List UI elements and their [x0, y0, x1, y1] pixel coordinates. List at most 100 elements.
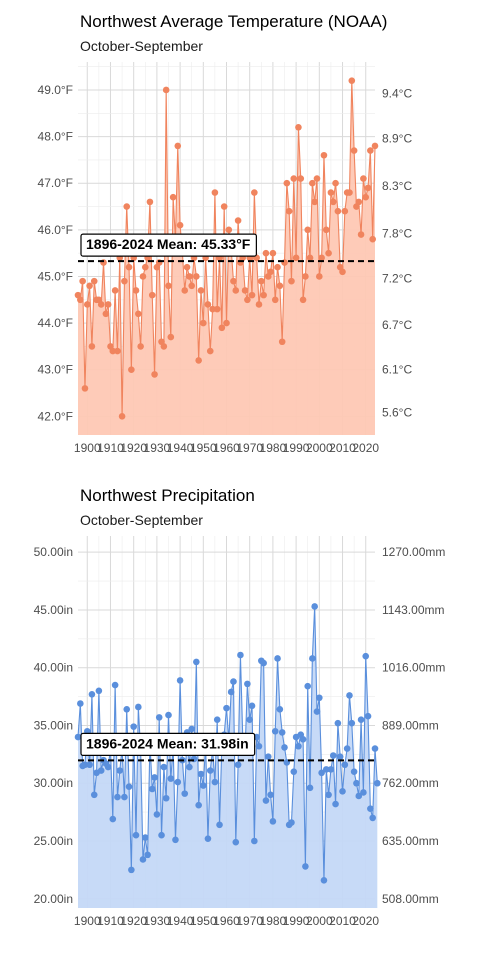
- data-point: [350, 147, 358, 154]
- precipitation-chart: 1896-2024 Mean: 31.98in 20.00in 25.00in 30.…: [34, 536, 445, 928]
- data-point: [357, 716, 365, 723]
- data-point: [364, 712, 372, 720]
- data-point: [174, 142, 182, 150]
- data-point: [327, 766, 335, 773]
- x-tick-label: 1990: [283, 441, 310, 455]
- data-point: [169, 193, 177, 201]
- data-point: [183, 263, 191, 271]
- mean-label: 1896-2024 Mean: 31.98in: [80, 732, 256, 756]
- data-point: [121, 277, 128, 285]
- data-point: [325, 791, 332, 799]
- data-point: [271, 727, 279, 735]
- data-point: [139, 856, 147, 863]
- y-tick-label: 45.0°F: [38, 269, 73, 283]
- y-tick-label: 48.0°F: [38, 130, 73, 144]
- data-point: [281, 744, 288, 751]
- data-point: [334, 207, 342, 215]
- data-point: [97, 767, 105, 774]
- data-point: [213, 305, 221, 313]
- data-point: [227, 688, 235, 696]
- y-axis-left: 20.00in 25.00in 30.00in 35.00in 40.00in 45.00…: [34, 545, 73, 906]
- data-point: [248, 291, 256, 299]
- data-point: [262, 249, 270, 257]
- y2-tick-label: 1016.00mm: [382, 661, 445, 675]
- data-point: [88, 343, 96, 350]
- x-tick-label: 1950: [190, 441, 217, 455]
- data-point: [364, 184, 372, 192]
- data-point: [153, 811, 161, 818]
- y-tick-label: 44.0°F: [38, 316, 73, 330]
- data-point: [262, 797, 270, 804]
- y2-tick-label: 635.00mm: [382, 834, 439, 848]
- data-point: [155, 714, 163, 721]
- x-tick-label: 1980: [260, 914, 287, 928]
- x-tick-label: 1950: [190, 914, 217, 928]
- data-point: [306, 784, 314, 792]
- data-point: [176, 221, 184, 229]
- data-point: [109, 815, 117, 823]
- data-point: [125, 263, 133, 271]
- data-point: [195, 801, 202, 809]
- data-point: [86, 282, 93, 290]
- x-tick-label: 1940: [167, 441, 194, 455]
- data-point: [95, 687, 103, 695]
- x-tick-label: 1930: [144, 441, 171, 455]
- data-point: [318, 769, 325, 777]
- y2-tick-label: 1143.00mm: [382, 603, 444, 617]
- x-tick-label: 1910: [97, 914, 124, 928]
- x-tick-label: 2010: [329, 441, 356, 455]
- data-point: [211, 778, 219, 786]
- area-fill: [78, 606, 378, 908]
- data-point: [181, 287, 189, 294]
- data-point: [128, 366, 135, 374]
- data-point: [332, 800, 339, 808]
- data-point: [104, 301, 112, 308]
- y-tick-label: 45.00in: [34, 603, 73, 617]
- data-point: [362, 193, 370, 201]
- x-tick-label: 1990: [283, 914, 310, 928]
- data-point: [151, 774, 158, 781]
- data-point: [288, 277, 295, 285]
- data-point: [209, 305, 216, 313]
- data-point: [123, 203, 131, 210]
- data-point: [320, 876, 328, 884]
- data-point: [264, 753, 272, 760]
- y2-tick-label: 889.00mm: [382, 718, 439, 732]
- data-point: [313, 708, 321, 715]
- data-point: [141, 834, 149, 841]
- data-point: [88, 690, 96, 698]
- data-point: [260, 659, 267, 667]
- y-tick-label: 35.00in: [34, 718, 73, 732]
- data-point: [223, 704, 230, 712]
- chart-title: Northwest Precipitation: [80, 486, 255, 505]
- data-point: [274, 263, 281, 271]
- data-point: [334, 719, 342, 727]
- data-point: [339, 268, 346, 276]
- data-point: [260, 291, 267, 299]
- data-point: [195, 357, 202, 364]
- data-point: [346, 189, 353, 196]
- data-point: [318, 254, 325, 262]
- data-point: [223, 319, 230, 327]
- chart-subtitle: October-September: [80, 512, 203, 528]
- x-axis: 1900191019201930194019501960197019801990…: [74, 914, 379, 928]
- data-point: [255, 301, 263, 308]
- data-point: [360, 789, 367, 796]
- data-point: [367, 805, 374, 812]
- data-point: [118, 413, 126, 420]
- x-tick-label: 2000: [306, 441, 333, 455]
- data-point: [102, 310, 110, 318]
- data-point: [162, 794, 170, 802]
- data-point: [304, 682, 312, 690]
- data-point: [329, 198, 337, 206]
- data-point: [90, 791, 98, 799]
- data-point: [135, 310, 142, 318]
- data-point: [346, 692, 353, 699]
- data-point: [160, 763, 168, 771]
- data-point: [251, 837, 258, 845]
- data-point: [350, 768, 358, 775]
- data-point: [302, 273, 309, 280]
- temperature-panel: 1896-2024 Mean: 45.33°F 42.0°F 43.0°F 44.0°…: [38, 12, 413, 455]
- data-point: [371, 745, 379, 752]
- data-point: [341, 761, 349, 769]
